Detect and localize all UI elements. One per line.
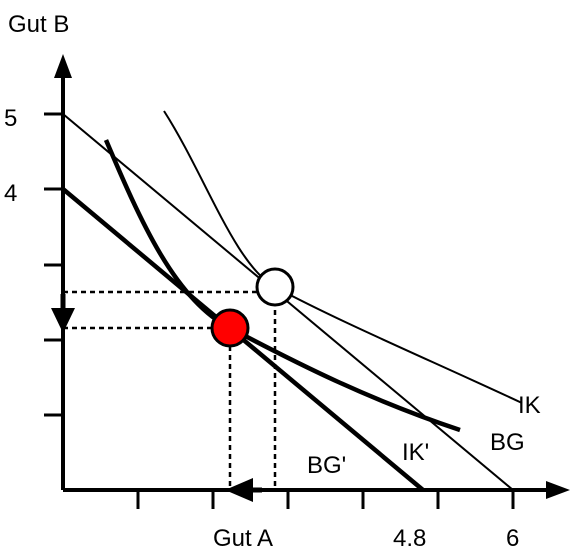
y-tick-label-5: 5 xyxy=(4,105,17,132)
y-tick-label-4: 4 xyxy=(4,180,17,207)
curve-label-bg-prime: BG' xyxy=(307,452,346,479)
initial-optimum-point xyxy=(255,267,295,307)
curve-label-ik: IK xyxy=(518,392,541,419)
indifference-curve-ik xyxy=(163,110,523,404)
curve-label-bg: BG xyxy=(490,429,525,456)
x-tick-label-6: 6 xyxy=(506,525,519,552)
x-axis-arrow-icon xyxy=(546,481,570,499)
x-tick-marks xyxy=(136,490,515,509)
x-axis-label: Gut A xyxy=(213,525,273,552)
y-tick-marks xyxy=(44,112,63,417)
y-axis-label: Gut B xyxy=(8,11,69,38)
x-tick-label-4-8: 4.8 xyxy=(393,525,426,552)
curve-label-ik-prime: IK' xyxy=(402,439,429,466)
y-axis-arrow-icon xyxy=(54,54,72,78)
arrow-down-icon xyxy=(51,294,75,333)
new-optimum-point xyxy=(210,308,250,348)
guide-lines xyxy=(63,290,277,490)
budget-line-bg xyxy=(62,113,514,491)
arrow-left-icon xyxy=(225,478,262,502)
